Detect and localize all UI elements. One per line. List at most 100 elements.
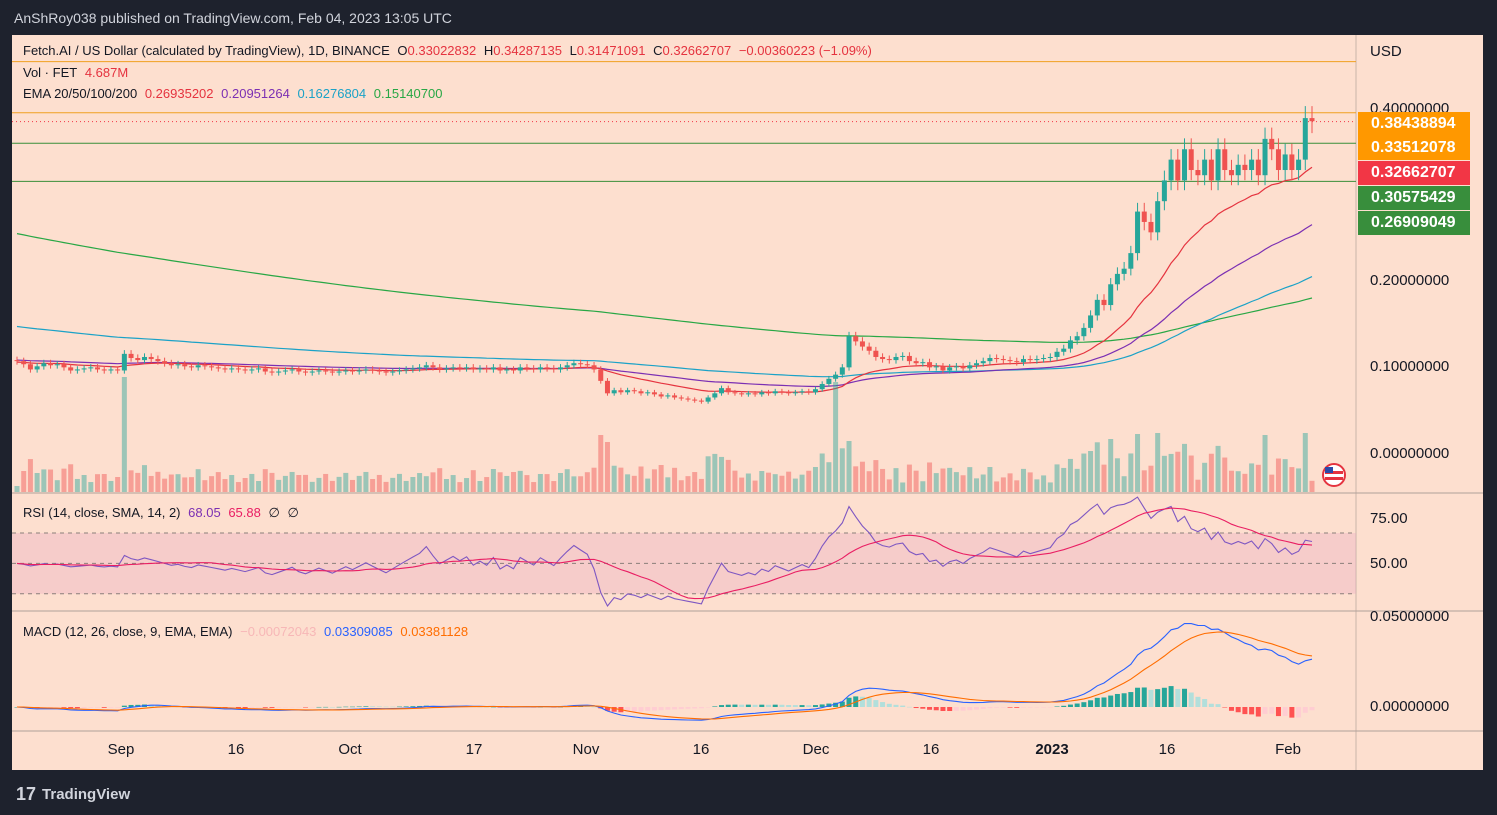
candle-body bbox=[705, 397, 711, 402]
macd-histogram-bar bbox=[282, 707, 288, 708]
ema100-line bbox=[16, 276, 1313, 378]
macd-histogram-bar bbox=[658, 707, 664, 711]
macd-histogram-bar bbox=[779, 704, 785, 707]
macd-histogram-bar bbox=[256, 707, 262, 708]
macd-histogram-bar bbox=[289, 707, 295, 708]
macd-histogram-bar bbox=[752, 704, 758, 707]
candle-body bbox=[437, 367, 443, 370]
candle-body bbox=[1007, 360, 1013, 362]
volume-bar bbox=[866, 471, 872, 492]
candle-body bbox=[967, 365, 973, 369]
candle-body bbox=[564, 365, 570, 368]
volume-bar bbox=[14, 486, 20, 492]
macd-signal-line bbox=[16, 631, 1313, 720]
candle-body bbox=[900, 355, 906, 357]
candle-body bbox=[162, 361, 168, 364]
chart-canvas[interactable] bbox=[12, 35, 1483, 770]
volume-bar bbox=[799, 474, 805, 492]
candle-body bbox=[920, 362, 926, 364]
ema100-value: 0.16276804 bbox=[297, 86, 367, 101]
volume-bar bbox=[618, 467, 624, 492]
volume-bar bbox=[732, 470, 738, 492]
volume-bar bbox=[195, 469, 201, 492]
volume-bar bbox=[410, 477, 416, 492]
macd-histogram-bar bbox=[1094, 697, 1100, 707]
candle-body bbox=[457, 367, 463, 369]
volume-bar bbox=[940, 468, 946, 492]
macd-histogram-bar bbox=[1088, 700, 1094, 707]
chart-frame[interactable]: Fetch.AI / US Dollar (calculated by Trad… bbox=[12, 35, 1483, 770]
candle-body bbox=[618, 390, 624, 393]
candle-body bbox=[1222, 149, 1228, 171]
high-value: 0.34287135 bbox=[493, 43, 562, 58]
volume-bar bbox=[511, 472, 517, 492]
candle-body bbox=[953, 366, 959, 368]
volume-bar bbox=[859, 461, 865, 492]
candle-body bbox=[1255, 159, 1261, 176]
volume-bar bbox=[833, 382, 839, 492]
candle-body bbox=[960, 366, 966, 369]
volume-bar bbox=[672, 467, 678, 492]
macd-histogram-bar bbox=[1108, 695, 1114, 707]
volume-bar bbox=[631, 475, 637, 492]
volume-bar bbox=[443, 479, 449, 492]
macd-histogram-bar bbox=[74, 707, 80, 709]
candle-body bbox=[511, 369, 517, 371]
macd-histogram-bar bbox=[349, 706, 355, 708]
volume-bar bbox=[61, 468, 67, 492]
candle-body bbox=[651, 392, 657, 395]
macd-histogram-bar bbox=[1282, 707, 1288, 716]
candle-body bbox=[74, 369, 80, 371]
candle-body bbox=[1202, 159, 1208, 176]
macd-histogram-bar bbox=[396, 706, 402, 708]
macd-histogram-bar bbox=[900, 705, 906, 707]
candle-body bbox=[1215, 149, 1221, 181]
macd-histogram-bar bbox=[88, 707, 94, 708]
volume-bar bbox=[276, 479, 282, 492]
volume-bar bbox=[1182, 443, 1188, 492]
candle-body bbox=[256, 368, 262, 370]
candle-body bbox=[282, 370, 288, 372]
open-value: 0.33022832 bbox=[407, 43, 477, 58]
volume-bar bbox=[692, 472, 698, 492]
price-tick-1: 0.20000000 bbox=[1370, 272, 1450, 289]
candle-body bbox=[309, 371, 315, 373]
volume-bar bbox=[1027, 472, 1033, 492]
macd-histogram-bar bbox=[947, 707, 953, 712]
macd-histogram-bar bbox=[974, 707, 980, 710]
volume-value: 4.687M bbox=[84, 65, 129, 80]
volume-bar bbox=[27, 459, 33, 492]
volume-bar bbox=[209, 476, 215, 492]
candle-body bbox=[155, 359, 161, 362]
candle-body bbox=[557, 367, 563, 370]
candle-body bbox=[229, 368, 235, 370]
macd-histogram-bar bbox=[1289, 707, 1295, 718]
volume-bar bbox=[853, 466, 859, 492]
volume-bar bbox=[256, 481, 262, 492]
candle-body bbox=[604, 380, 610, 394]
macd-histogram-bar bbox=[799, 705, 805, 707]
volume-bar bbox=[1041, 475, 1047, 492]
volume-bar bbox=[1309, 480, 1315, 492]
volume-bar bbox=[806, 470, 812, 492]
candle-body bbox=[235, 368, 241, 370]
macd-histogram-bar bbox=[101, 707, 107, 708]
macd-histogram-bar bbox=[276, 707, 282, 708]
volume-bar bbox=[786, 471, 792, 492]
tradingview-footer[interactable]: 17 TradingView bbox=[16, 784, 130, 805]
candle-body bbox=[34, 366, 40, 370]
ema20-line bbox=[16, 166, 1313, 393]
macd-histogram-bar bbox=[484, 706, 490, 708]
macd-histogram-bar bbox=[846, 697, 852, 707]
price-tag-level-2: 0.33512078 bbox=[1358, 136, 1470, 160]
publisher-caption: AnShRoy038 published on TradingView.com,… bbox=[14, 10, 452, 26]
ema50-value: 0.20951264 bbox=[221, 86, 290, 101]
macd-histogram-bar bbox=[54, 707, 60, 708]
macd-histogram-bar bbox=[1195, 696, 1201, 707]
volume-bar bbox=[544, 474, 550, 492]
volume-bar bbox=[960, 475, 966, 492]
candle-body bbox=[859, 341, 865, 347]
volume-legend: Vol · FET 4.687M bbox=[23, 65, 132, 80]
candle-body bbox=[578, 363, 584, 365]
macd-histogram-bar bbox=[886, 703, 892, 707]
